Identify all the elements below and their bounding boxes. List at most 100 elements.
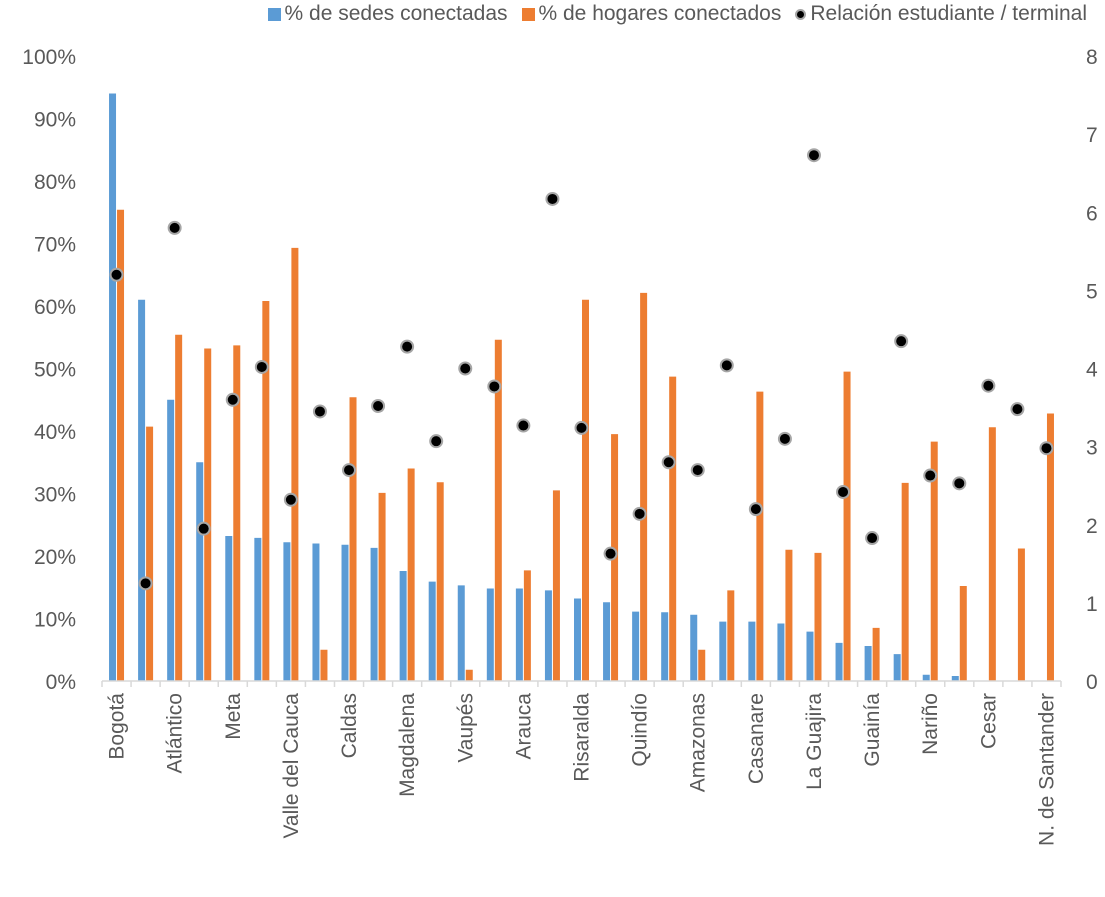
y-left-tick-label: 90%: [34, 109, 76, 132]
x-tick-label: Risaralda: [571, 693, 594, 782]
y-left-tick-label: 80%: [34, 171, 76, 194]
y-right-tick-label: 5: [1086, 280, 1098, 303]
scatter-point: [545, 191, 560, 206]
x-tick-label: Caldas: [338, 693, 361, 758]
scatter-point: [516, 418, 531, 433]
bar-hogares: [233, 345, 241, 681]
bar-hogares: [320, 649, 328, 681]
y-left-tick-label: 100%: [22, 46, 76, 69]
bar-hogares: [349, 397, 357, 681]
x-tick-label: Amazonas: [687, 693, 710, 792]
bar-hogares: [698, 649, 706, 681]
y-left-tick-label: 20%: [34, 546, 76, 569]
scatter-point: [283, 492, 298, 507]
y-right-tick-label: 0: [1086, 671, 1098, 694]
y-left-tick-label: 0%: [46, 671, 76, 694]
y-right-tick-label: 4: [1086, 359, 1098, 382]
y-left-tick-label: 30%: [34, 484, 76, 507]
bar-sedes: [428, 581, 436, 681]
scatter-point: [254, 359, 269, 374]
bar-sedes: [283, 542, 291, 681]
bar-sedes: [835, 642, 843, 681]
scatter-point: [312, 404, 327, 419]
bar-sedes: [893, 654, 901, 681]
scatter-point: [1039, 441, 1054, 456]
y-left-tick-label: 60%: [34, 296, 76, 319]
bar-sedes: [806, 631, 814, 681]
bar-sedes: [225, 536, 233, 681]
bar-hogares: [872, 627, 880, 681]
x-tick-label: Valle del Cauca: [280, 693, 303, 839]
scatter-point: [632, 506, 647, 521]
legend-swatch-hogares: [521, 7, 535, 21]
legend-item-sedes[interactable]: % de sedes conectadas: [267, 2, 508, 26]
scatter-point: [574, 420, 589, 435]
x-tick-label: Atlántico: [164, 693, 187, 774]
legend-marker-relacion: [795, 8, 807, 20]
bar-hogares: [785, 549, 793, 681]
bar-hogares: [175, 334, 183, 681]
x-tick-label: Bogotá: [106, 693, 129, 760]
bar-hogares: [465, 669, 473, 681]
bar-sedes: [603, 602, 611, 681]
y-left-tick-label: 40%: [34, 421, 76, 444]
scatter-point: [109, 267, 124, 282]
scatter-point: [777, 431, 792, 446]
bar-sedes: [661, 612, 669, 681]
bar-hogares: [727, 590, 735, 681]
bar-sedes: [167, 399, 175, 681]
y-left-tick-label: 50%: [34, 359, 76, 382]
bar-hogares: [146, 426, 154, 681]
bar-sedes: [341, 544, 349, 681]
bar-sedes: [632, 611, 640, 681]
scatter-point: [661, 455, 676, 470]
x-tick-label: La Guajira: [803, 693, 826, 790]
y-right-tick-label: 7: [1086, 124, 1098, 147]
bar-hogares: [756, 391, 764, 681]
scatter-point: [719, 358, 734, 373]
bar-sedes: [486, 588, 494, 681]
legend-label-hogares: % de hogares conectados: [538, 2, 782, 25]
bar-hogares: [1017, 548, 1025, 681]
bar-hogares: [669, 376, 677, 681]
y-left-tick-label: 10%: [34, 609, 76, 632]
bar-hogares: [640, 292, 648, 681]
y-right-tick-label: 6: [1086, 202, 1098, 225]
scatter-point: [429, 434, 444, 449]
bar-hogares: [378, 492, 386, 681]
x-tick-label: Arauca: [512, 693, 535, 760]
bar-hogares: [582, 299, 589, 681]
x-tick-label: Cesar: [977, 693, 1000, 749]
x-tick-label: Meta: [222, 693, 245, 740]
scatter-point: [167, 220, 182, 235]
legend-item-hogares[interactable]: % de hogares conectados: [521, 2, 782, 26]
bar-sedes: [951, 676, 959, 681]
bar-sedes: [457, 585, 465, 681]
x-tick-label: Quindío: [629, 693, 652, 767]
bar-sedes: [690, 614, 698, 681]
y-right-tick-label: 1: [1086, 593, 1098, 616]
legend-item-relacion[interactable]: Relación estudiante / terminal: [795, 2, 1087, 26]
x-tick-label: Casanare: [745, 693, 768, 784]
bar-sedes: [864, 646, 872, 681]
bar-sedes: [544, 590, 552, 681]
bar-hogares: [291, 247, 299, 681]
x-tick-label: Magdalena: [396, 693, 419, 797]
bar-hogares: [552, 490, 560, 681]
scatter-point: [342, 463, 357, 478]
scatter-point: [836, 484, 851, 499]
bar-sedes: [254, 537, 262, 681]
bar-sedes: [196, 462, 204, 681]
scatter-point: [138, 576, 153, 591]
bar-sedes: [574, 598, 581, 681]
scatter-point: [225, 392, 240, 407]
y-right-tick-label: 2: [1086, 515, 1098, 538]
bar-hogares: [436, 482, 444, 681]
scatter-point: [487, 379, 502, 394]
bar-hogares: [117, 209, 125, 681]
scatter-point: [923, 468, 938, 483]
scatter-point: [690, 463, 705, 478]
bar-sedes: [312, 543, 320, 681]
bar-hogares: [930, 441, 938, 681]
